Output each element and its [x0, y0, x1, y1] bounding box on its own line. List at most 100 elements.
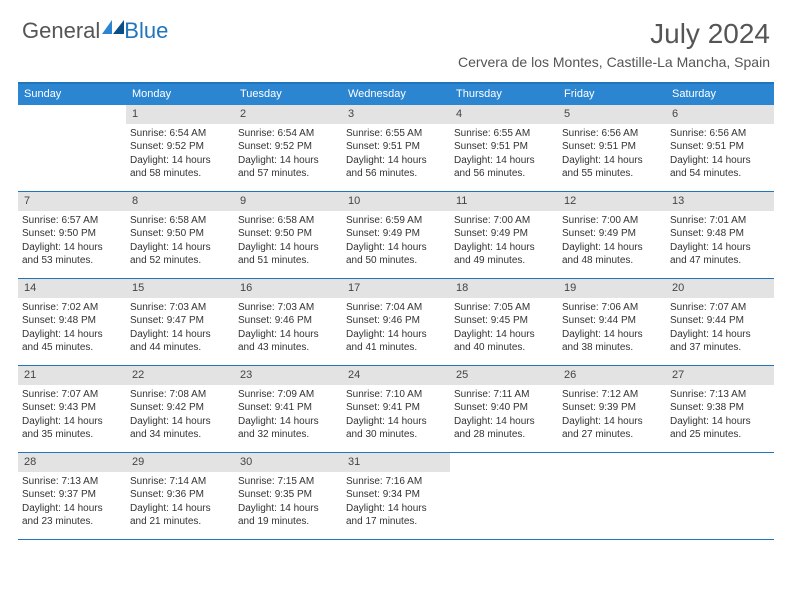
sunset-line: Sunset: 9:37 PM: [22, 488, 122, 502]
daylight-line-label: Daylight:: [22, 416, 64, 427]
sunset-line-label: Sunset:: [670, 315, 707, 326]
daylight-line: Daylight: 14 hours and 41 minutes.: [346, 328, 446, 355]
daylight-line-label: Daylight:: [130, 416, 172, 427]
sunset-line-label: Sunset:: [346, 141, 383, 152]
sunrise-line: Sunrise: 7:00 AM: [454, 214, 554, 228]
day-number: 15: [126, 279, 234, 298]
day-number: 24: [342, 366, 450, 385]
sunrise-line: Sunrise: 7:06 AM: [562, 301, 662, 315]
daylight-line-label: Daylight:: [238, 416, 280, 427]
sunrise-line-label: Sunrise:: [562, 128, 601, 139]
weekday-header: Tuesday: [234, 84, 342, 105]
day-number: 27: [666, 366, 774, 385]
sunrise-line-value: 6:57 AM: [61, 215, 98, 226]
daylight-line-label: Daylight:: [346, 329, 388, 340]
daylight-line-label: Daylight:: [454, 155, 496, 166]
sunrise-line-value: 7:14 AM: [169, 476, 206, 487]
sunset-line-label: Sunset:: [562, 315, 599, 326]
day-cell: 6Sunrise: 6:56 AMSunset: 9:51 PMDaylight…: [666, 105, 774, 191]
sunset-line: Sunset: 9:41 PM: [346, 401, 446, 415]
sunrise-line-value: 7:12 AM: [601, 389, 638, 400]
day-number: 4: [450, 105, 558, 124]
day-number: 3: [342, 105, 450, 124]
sunrise-line-value: 7:16 AM: [385, 476, 422, 487]
sunset-line-value: 9:35 PM: [275, 489, 312, 500]
day-cell: 20 Sunrise: 7:07 AMSunset: 9:44 PM Dayligh…: [666, 279, 774, 365]
daylight-line-label: Daylight:: [562, 242, 604, 253]
sunset-line-label: Sunset:: [238, 489, 275, 500]
sunset-line-label: Sunset:: [130, 402, 167, 413]
sunset-line: Sunset: 9:44 PM: [562, 314, 662, 328]
week-row: 28Sunrise: 7:13 AMSunset: 9:37 PMDayligh…: [18, 453, 774, 540]
sunset-line: Sunset: 9:41 PM: [238, 401, 338, 415]
sunset-line: Sunset: 9:50 PM: [130, 227, 230, 241]
sunset-line-value: 9:43 PM: [59, 402, 96, 413]
sunrise-line-value: 7:07 AM: [709, 302, 746, 313]
sunrise-line-value: 7:10 AM: [385, 389, 422, 400]
sunrise-line: Sunrise: 6:57 AM: [22, 214, 122, 228]
sunset-line-value: 9:44 PM: [599, 315, 636, 326]
sunrise-line-label: Sunrise:: [22, 302, 61, 313]
daylight-line-label: Daylight:: [670, 242, 712, 253]
sunrise-line: Sunrise: 6:54 AM: [238, 127, 338, 141]
day-cell: 9Sunrise: 6:58 AMSunset: 9:50 PMDaylight…: [234, 192, 342, 278]
sunrise-line: Sunrise: 6:56 AM: [670, 127, 770, 141]
sunset-line-value: 9:48 PM: [707, 228, 744, 239]
day-number: 9: [234, 192, 342, 211]
sunset-line: Sunset: 9:52 PM: [130, 140, 230, 154]
sunset-line-label: Sunset:: [670, 228, 707, 239]
day-cell: 26Sunrise: 7:12 AMSunset: 9:39 PMDayligh…: [558, 366, 666, 452]
day-cell: 8Sunrise: 6:58 AMSunset: 9:50 PMDaylight…: [126, 192, 234, 278]
sunrise-line-label: Sunrise:: [238, 476, 277, 487]
sunrise-line-label: Sunrise:: [346, 476, 385, 487]
sunset-line-label: Sunset:: [454, 315, 491, 326]
sunrise-line-label: Sunrise:: [238, 302, 277, 313]
daylight-line: Daylight: 14 hours and 28 minutes.: [454, 415, 554, 442]
week-row: 7Sunrise: 6:57 AMSunset: 9:50 PMDaylight…: [18, 192, 774, 279]
sunrise-line-label: Sunrise:: [454, 302, 493, 313]
daylight-line: Daylight: 14 hours and 50 minutes.: [346, 241, 446, 268]
sunrise-line: Sunrise: 7:07 AM: [670, 301, 770, 315]
week-row: 14Sunrise: 7:02 AMSunset: 9:48 PMDayligh…: [18, 279, 774, 366]
sunset-line-value: 9:51 PM: [599, 141, 636, 152]
day-number: 20: [666, 279, 774, 298]
daylight-line-label: Daylight:: [454, 329, 496, 340]
day-cell: 19Sunrise: 7:06 AMSunset: 9:44 PMDayligh…: [558, 279, 666, 365]
daylight-line-label: Daylight:: [670, 155, 712, 166]
sunrise-line-label: Sunrise:: [454, 389, 493, 400]
sunset-line-value: 9:42 PM: [167, 402, 204, 413]
sunrise-line-value: 6:56 AM: [601, 128, 638, 139]
brand-word-2: Blue: [124, 18, 168, 44]
sunrise-line: Sunrise: 6:54 AM: [130, 127, 230, 141]
daylight-line: Daylight: 14 hours and 37 minutes.: [670, 328, 770, 355]
sunrise-line-label: Sunrise:: [670, 215, 709, 226]
daylight-line: Daylight: 14 hours and 52 minutes.: [130, 241, 230, 268]
sunset-line: Sunset: 9:39 PM: [562, 401, 662, 415]
day-number-empty: [666, 453, 774, 472]
sunset-line-label: Sunset:: [22, 315, 59, 326]
daylight-line: Daylight: 14 hours and 51 minutes.: [238, 241, 338, 268]
daylight-line-label: Daylight:: [562, 416, 604, 427]
sunrise-line: Sunrise: 7:02 AM: [22, 301, 122, 315]
sunset-line: Sunset: 9:50 PM: [22, 227, 122, 241]
sunrise-line-label: Sunrise:: [130, 476, 169, 487]
location-subtitle: Cervera de los Montes, Castille-La Manch…: [458, 54, 770, 70]
weeks-container: 1Sunrise: 6:54 AMSunset: 9:52 PMDaylight…: [18, 105, 774, 540]
sunset-line-value: 9:44 PM: [707, 315, 744, 326]
sunset-line-value: 9:47 PM: [167, 315, 204, 326]
daylight-line-label: Daylight:: [130, 329, 172, 340]
sunrise-line-value: 7:03 AM: [169, 302, 206, 313]
sunset-line: Sunset: 9:34 PM: [346, 488, 446, 502]
daylight-line-label: Daylight:: [22, 329, 64, 340]
day-cell: 24Sunrise: 7:10 AMSunset: 9:41 PMDayligh…: [342, 366, 450, 452]
sunrise-line: Sunrise: 6:55 AM: [346, 127, 446, 141]
sunrise-line-value: 7:04 AM: [385, 302, 422, 313]
title-block: July 2024 Cervera de los Montes, Castill…: [458, 18, 770, 70]
day-cell: 25Sunrise: 7:11 AMSunset: 9:40 PMDayligh…: [450, 366, 558, 452]
sunrise-line-value: 6:58 AM: [277, 215, 314, 226]
sunrise-line-value: 7:13 AM: [709, 389, 746, 400]
day-number: 21: [18, 366, 126, 385]
sunrise-line: Sunrise: 7:12 AM: [562, 388, 662, 402]
daylight-line-label: Daylight:: [238, 329, 280, 340]
daylight-line-label: Daylight:: [238, 242, 280, 253]
